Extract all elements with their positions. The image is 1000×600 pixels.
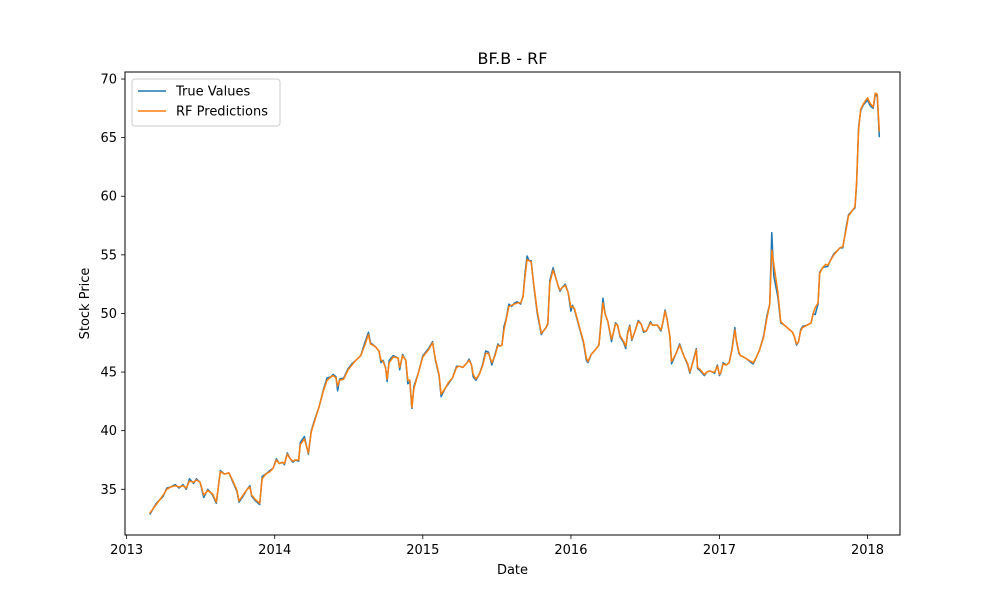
chart-title: BF.B - RF [478,49,548,68]
plot-area [125,72,900,535]
legend-box [131,78,281,127]
y-tick-label: 65 [100,131,117,146]
y-axis-title: Stock Price [78,268,93,340]
y-tick-label: 60 [100,190,117,205]
y-tick-label: 55 [100,248,117,263]
y-tick-label: 70 [100,73,117,88]
x-tick-label: 2018 [851,543,884,558]
x-tick-label: 2015 [406,543,439,558]
x-axis: 2013 2014 2015 2016 2017 2018 [110,535,884,558]
series-line-rf-predictions [149,92,881,514]
x-tick-label: 2013 [110,543,143,558]
legend: True Values RF Predictions [131,78,281,127]
x-tick-label: 2017 [703,543,736,558]
y-tick-label: 45 [100,366,117,381]
y-tick-label: 50 [100,307,117,322]
y-tick-label: 35 [100,483,117,498]
plot-frame [124,71,901,536]
series-layer [149,92,881,515]
x-tick-label: 2016 [554,543,587,558]
x-tick-label: 2014 [258,543,291,558]
legend-label: True Values [175,85,250,100]
y-tick-label: 40 [100,424,117,439]
y-axis: 35 40 45 50 55 60 65 70 [100,73,125,498]
legend-label: RF Predictions [176,105,268,120]
x-axis-title: Date [497,563,528,578]
